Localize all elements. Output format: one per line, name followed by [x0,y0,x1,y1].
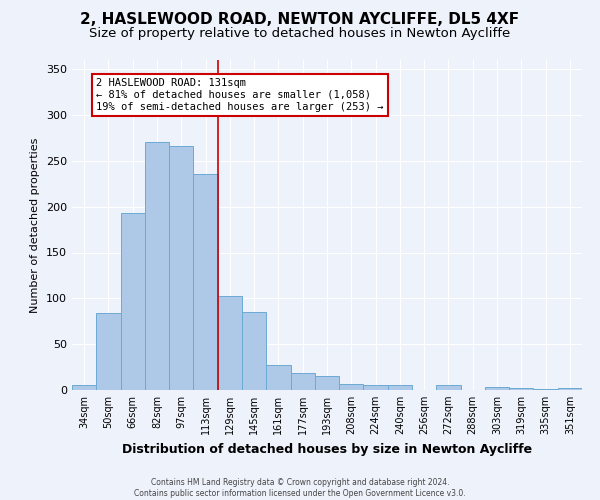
Bar [266,365,290,390]
Bar [242,312,266,390]
Text: 2 HASLEWOOD ROAD: 131sqm
← 81% of detached houses are smaller (1,058)
19% of sem: 2 HASLEWOOD ROAD: 131sqm ← 81% of detach… [96,78,384,112]
Bar [218,296,242,390]
Bar [364,386,388,390]
Text: 2, HASLEWOOD ROAD, NEWTON AYCLIFFE, DL5 4XF: 2, HASLEWOOD ROAD, NEWTON AYCLIFFE, DL5 … [80,12,520,28]
Bar [96,313,121,390]
Y-axis label: Number of detached properties: Number of detached properties [31,138,40,312]
Bar [509,388,533,390]
X-axis label: Distribution of detached houses by size in Newton Aycliffe: Distribution of detached houses by size … [122,442,532,456]
Bar [388,386,412,390]
Bar [436,386,461,390]
Text: Contains HM Land Registry data © Crown copyright and database right 2024.
Contai: Contains HM Land Registry data © Crown c… [134,478,466,498]
Bar [145,142,169,390]
Bar [485,387,509,390]
Bar [315,376,339,390]
Bar [193,174,218,390]
Bar [121,213,145,390]
Bar [339,384,364,390]
Bar [558,388,582,390]
Bar [72,384,96,390]
Bar [290,372,315,390]
Text: Size of property relative to detached houses in Newton Aycliffe: Size of property relative to detached ho… [89,28,511,40]
Bar [169,146,193,390]
Bar [533,389,558,390]
